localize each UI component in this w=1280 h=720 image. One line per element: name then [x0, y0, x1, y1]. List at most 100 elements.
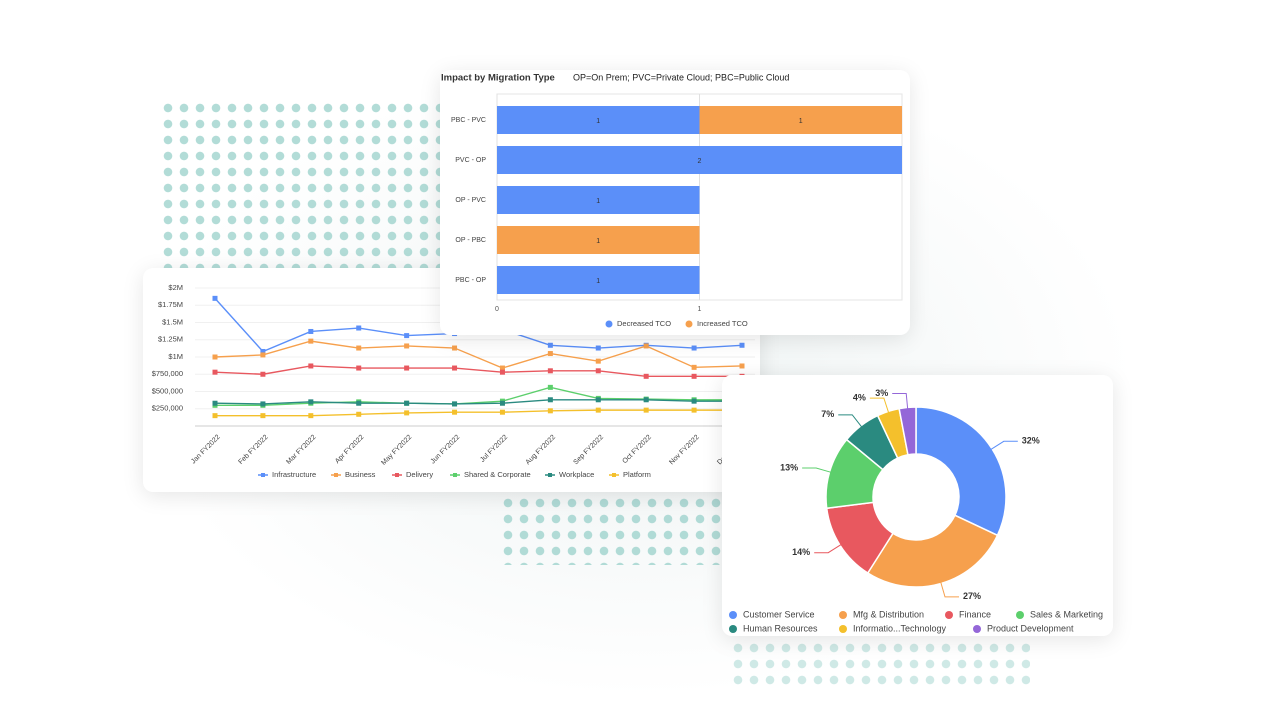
x-tick-label: Jun FY2022: [430, 434, 462, 466]
legend-swatch: [945, 611, 953, 619]
point-marker: [499, 400, 505, 406]
legend-swatch: [729, 625, 737, 633]
slice-label: 13%: [780, 462, 798, 472]
bar-value-label: 1: [596, 238, 600, 245]
leader-line: [869, 397, 890, 414]
point-marker: [212, 413, 218, 419]
point-marker: [547, 368, 553, 374]
dot-pattern: [500, 495, 730, 565]
legend-swatch: [548, 473, 552, 477]
point-marker: [212, 354, 218, 360]
legend-swatch: [729, 611, 737, 619]
legend-label: Mfg & Distribution: [853, 609, 924, 619]
point-marker: [212, 369, 218, 375]
y-tick-label: PVC - OP: [455, 157, 486, 164]
x-tick-label: Apr FY2022: [334, 434, 365, 465]
point-marker: [356, 365, 362, 371]
slice-label: 32%: [1022, 436, 1040, 446]
slice-label: 14%: [792, 547, 810, 557]
legend-label: Increased TCO: [697, 319, 748, 328]
y-tick-label: $1.75M: [158, 300, 183, 309]
bar: [497, 146, 902, 174]
y-tick-label: $750,000: [152, 369, 183, 378]
y-tick-label: OP - PVC: [455, 197, 486, 204]
point-marker: [452, 365, 458, 371]
point-marker: [595, 345, 601, 351]
point-marker: [691, 364, 697, 370]
dot-pattern: [730, 640, 1030, 685]
bar-card: Impact by Migration Type OP=On Prem; PVC=…: [440, 70, 910, 335]
legend-label: Informatio...Technology: [853, 623, 947, 633]
legend-label: Delivery: [406, 470, 433, 479]
donut-slice: [915, 406, 1007, 537]
point-marker: [499, 409, 505, 415]
series-line: [214, 365, 742, 378]
leader-line: [940, 581, 960, 598]
dot-pattern: [160, 100, 450, 270]
chart-title: Impact by Migration Type: [441, 73, 555, 84]
x-tick-label: 1: [698, 306, 702, 313]
y-tick-label: PBC - OP: [455, 277, 486, 284]
series-line: [215, 386, 742, 406]
point-marker: [547, 351, 553, 357]
point-marker: [260, 413, 266, 419]
bar: [497, 186, 700, 214]
series-line: [214, 340, 743, 369]
leader-line: [802, 467, 832, 473]
point-marker: [452, 345, 458, 351]
point-marker: [595, 397, 601, 403]
slice-label: 3%: [875, 388, 888, 398]
y-tick-label: OP - PBC: [455, 237, 486, 244]
point-marker: [643, 343, 649, 349]
x-tick-label: 0: [495, 306, 499, 313]
legend-swatch: [839, 625, 847, 633]
point-marker: [643, 407, 649, 413]
point-marker: [308, 338, 314, 344]
x-tick-label: Sep FY2022: [573, 434, 606, 467]
point-marker: [499, 369, 505, 375]
legend-label: Customer Service: [743, 609, 815, 619]
slice-label: 27%: [963, 591, 981, 601]
bar-value-label: 1: [799, 118, 803, 125]
slice-label: 4%: [853, 392, 866, 402]
x-tick-label: Mar FY2022: [285, 434, 317, 466]
bar-value-label: 1: [596, 278, 600, 285]
point-marker: [308, 328, 314, 334]
point-marker: [691, 398, 697, 404]
y-tick-label: $2M: [168, 283, 183, 292]
bar: [497, 266, 700, 294]
point-marker: [547, 384, 553, 390]
point-marker: [595, 358, 601, 364]
point-marker: [404, 365, 410, 371]
bar: [497, 226, 700, 254]
point-marker: [356, 345, 362, 351]
point-marker: [739, 363, 745, 369]
legend-label: Finance: [959, 609, 991, 619]
legend-swatch: [261, 473, 265, 477]
bar: [699, 106, 902, 134]
point-marker: [404, 400, 410, 406]
y-tick-label: $1.5M: [162, 317, 183, 326]
point-marker: [356, 411, 362, 417]
point-marker: [260, 401, 266, 407]
legend-swatch: [973, 625, 981, 633]
x-tick-label: Nov FY2022: [668, 434, 701, 467]
bar-value-label: 2: [698, 158, 702, 165]
legend-label: Sales & Marketing: [1030, 609, 1103, 619]
x-tick-label: Jul FY2022: [479, 434, 509, 464]
legend-label: Workplace: [559, 470, 594, 479]
slice-label: 7%: [821, 409, 834, 419]
y-tick-label: $1.25M: [158, 335, 183, 344]
legend-label: Business: [345, 470, 376, 479]
point-marker: [595, 368, 601, 374]
y-tick-label: $500,000: [152, 386, 183, 395]
leader-line: [838, 414, 863, 428]
x-tick-label: Aug FY2022: [525, 434, 558, 467]
series-line: [215, 409, 742, 417]
point-marker: [404, 343, 410, 349]
point-marker: [308, 413, 314, 419]
point-marker: [212, 295, 218, 301]
point-marker: [595, 407, 601, 413]
point-marker: [691, 345, 697, 351]
